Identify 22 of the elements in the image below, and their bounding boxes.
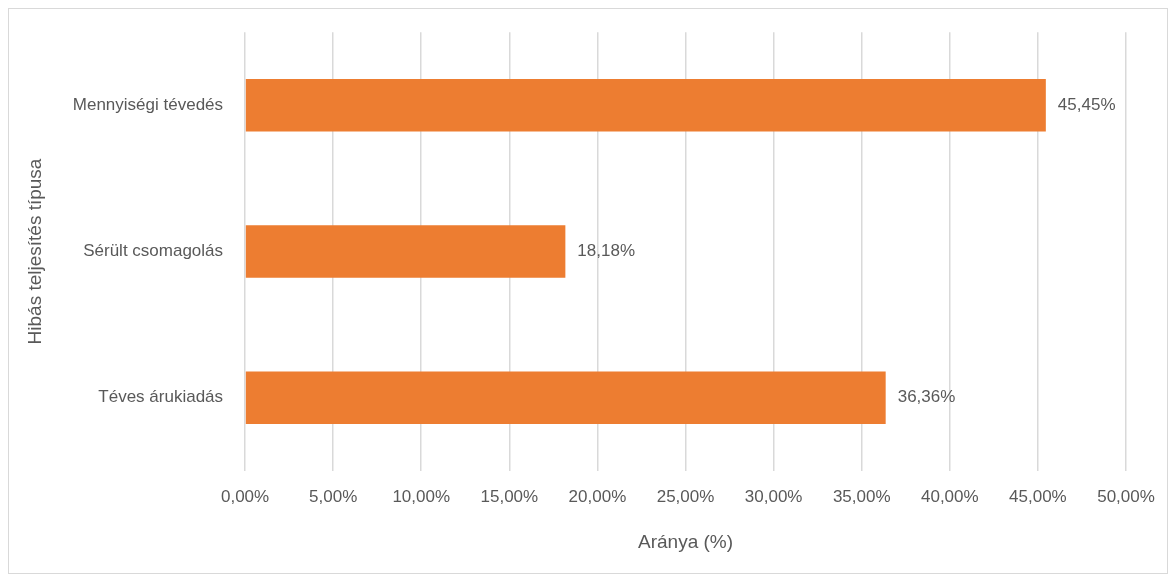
y-tick-label: Mennyiségi tévedés	[72, 94, 224, 114]
x-tick-label: 40,00%	[920, 486, 979, 506]
data-label: 36,36%	[897, 387, 956, 407]
bar	[245, 225, 566, 278]
bar	[245, 78, 1046, 132]
data-label: 18,18%	[577, 241, 636, 261]
x-tick-label: 20,00%	[568, 486, 627, 506]
x-axis-title: Aránya (%)	[638, 530, 734, 552]
x-tick-label: 45,00%	[1009, 486, 1067, 506]
x-tick-label: 30,00%	[744, 486, 803, 506]
x-tick-label: 15,00%	[480, 486, 539, 506]
y-tick-label: Téves árukiadás	[98, 387, 224, 407]
x-tick-label: 35,00%	[832, 486, 891, 506]
x-tick-label: 25,00%	[656, 486, 715, 506]
y-axis-title: Hibás teljesítés típusa	[23, 158, 45, 345]
x-tick-label: 0,00%	[220, 486, 270, 506]
x-tick-label: 50,00%	[1097, 486, 1155, 506]
data-label: 45,45%	[1057, 94, 1116, 114]
x-tick-label: 10,00%	[392, 486, 451, 506]
bar	[245, 371, 886, 425]
y-tick-label: Sérült csomagolás	[83, 241, 224, 261]
x-tick-label: 5,00%	[309, 486, 358, 506]
